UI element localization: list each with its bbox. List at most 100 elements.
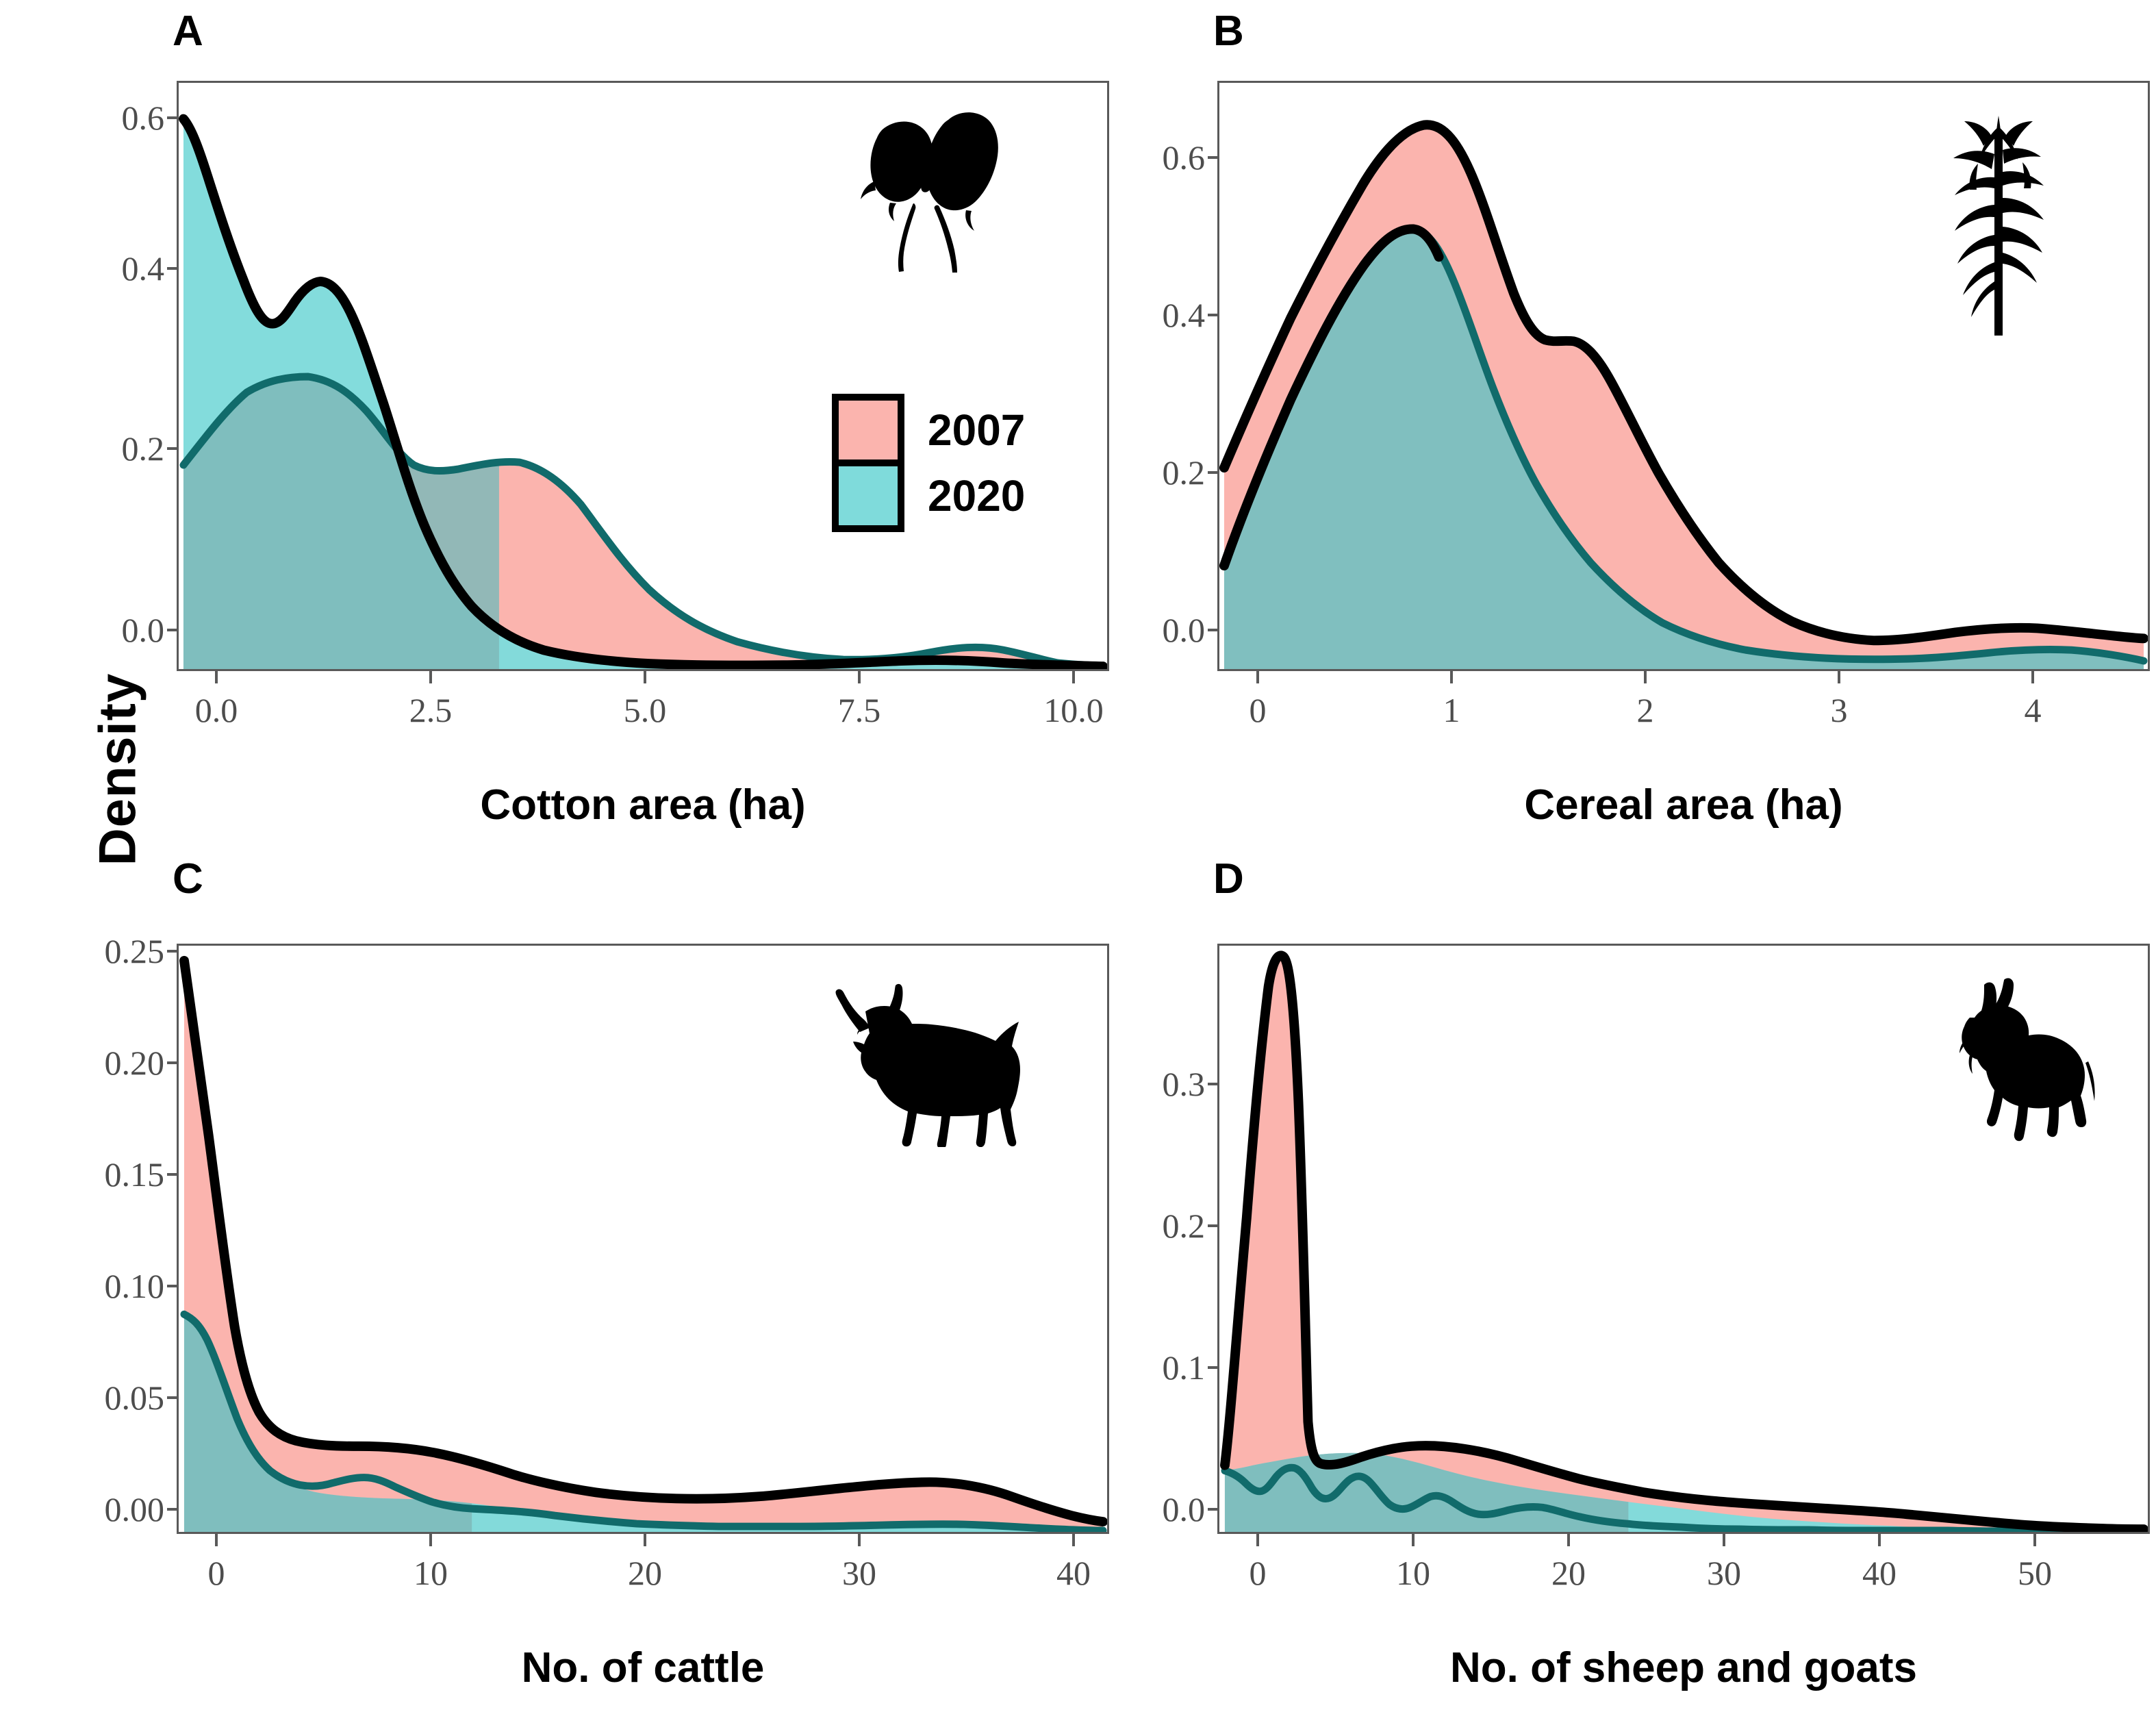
panel-a-xtick-mark-2 [644,671,646,683]
panel-a-xtick-2: 5.0 [623,691,667,729]
panel-d-ytick-mark-1 [1208,1366,1219,1369]
panel-b-density-svg [1219,120,2148,669]
panel-c-ytick-3: 0.15 [104,1155,165,1194]
legend-swatch-2007 [832,394,904,466]
cereal-plant-icon [1903,106,2095,339]
panel-b-ytick-mark-0 [1208,629,1219,631]
panel-a-ytick-mark-1 [167,447,178,450]
panel-c-curve-2020-teal [180,1310,1107,1532]
panel-a-density-svg [179,114,1107,669]
panel-b-xtick-mark-1 [1450,671,1453,683]
panel-b-xtick-mark-4 [2031,671,2034,683]
panel-d-density-svg [1219,950,2148,1532]
legend-label-2020: 2020 [928,471,1026,520]
panel-b-xtick-3: 3 [1830,691,1848,729]
panel-c-plot-area [177,944,1109,1534]
panel-b-xtick-4: 4 [2024,691,2042,729]
panel-a-ytick-mark-3 [167,116,178,119]
panel-b-curve-2020-top [1219,224,1444,571]
panel-b-xtick-0: 0 [1249,691,1267,729]
panel-d-area-overlap [1224,1452,1629,1532]
panel-a-area-overlap [183,376,499,669]
panel-c-ytick-mark-2 [167,1285,178,1287]
legend-item-2020[interactable]: 2020 [832,459,1025,532]
panel-b-ytick-1: 0.2 [1162,453,1206,492]
panel-c-ytick-mark-1 [167,1396,178,1399]
panel-a-curve-2020 [179,114,1107,669]
cattle-icon [794,976,1020,1147]
panel-a-xtick-mark-0 [215,671,218,683]
panel-d-xtick-mark-5 [2033,1534,2036,1546]
panel-b-xtick-2: 2 [1636,691,1654,729]
panel-b-x-axis-title: Cereal area (ha) [1524,781,1843,829]
panel-c-xtick-0: 0 [207,1554,225,1592]
panel-d-xtick-mark-4 [1878,1534,1881,1546]
panel-c-xtick-3: 30 [842,1554,876,1592]
panel-c-xtick-mark-4 [1072,1534,1075,1546]
panel-a-ytick-3: 0.6 [121,99,165,137]
panel-b-xtick-mark-0 [1256,671,1259,683]
panel-a-ytick-2: 0.4 [121,249,165,288]
panel-c-ytick-4: 0.20 [104,1044,165,1082]
panel-a-xtick-0: 0.0 [194,691,238,729]
panel-a-xtick-4: 10.0 [1043,691,1104,729]
panel-c-ytick-2: 0.10 [104,1267,165,1305]
panel-d-xtick-mark-0 [1256,1534,1259,1546]
panel-b-xtick-mark-3 [1838,671,1840,683]
panel-b-area-overlap [1223,229,2144,669]
panel-c-xtick-mark-0 [215,1534,218,1546]
legend-swatch-2020 [832,459,904,532]
panel-c-ytick-5: 0.25 [104,932,165,970]
panel-d-x-axis-title: No. of sheep and goats [1449,1644,1918,1691]
panel-a-curve-2020-teal [179,373,1107,669]
panel-c-xtick-mark-1 [429,1534,432,1546]
panel-c-ytick-mark-4 [167,1061,178,1064]
panel-c-xtick-4: 40 [1056,1554,1091,1592]
panel-d-ytick-mark-2 [1208,1224,1219,1227]
panel-b-xtick-1: 1 [1443,691,1460,729]
panel-a-xtick-mark-3 [858,671,861,683]
panel-b-ytick-0: 0.0 [1162,611,1206,649]
panel-b-ytick-mark-1 [1208,471,1219,474]
panel-c-ytick-1: 0.05 [104,1378,165,1417]
panel-d-ytick-mark-0 [1208,1508,1219,1511]
panel-a-xtick-3: 7.5 [837,691,881,729]
legend: 2007 2020 [832,394,1025,532]
legend-label-2007: 2007 [928,405,1026,455]
panel-a-ytick-mark-0 [167,629,178,631]
panel-a-ytick-mark-2 [167,267,178,270]
panel-d-xtick-5: 50 [2018,1554,2052,1592]
panel-d-letter: D [1213,855,1244,903]
panel-a-x-axis-title: Cotton area (ha) [480,781,806,829]
panel-c-ytick-mark-5 [167,950,178,953]
panel-c-ytick-mark-0 [167,1508,178,1511]
panel-a-xtick-1: 2.5 [409,691,453,729]
panel-a-letter: A [173,8,203,55]
panel-a-ytick-0: 0.0 [121,611,165,649]
panel-d-curve-2020-teal [1221,1463,2148,1532]
panel-d-xtick-3: 30 [1707,1554,1741,1592]
panel-d-ytick-0: 0.0 [1162,1490,1206,1528]
panel-d-xtick-mark-1 [1412,1534,1415,1546]
panel-d-ytick-2: 0.2 [1162,1207,1206,1245]
panel-c-xtick-2: 20 [628,1554,662,1592]
panel-c-ytick-0: 0.00 [104,1490,165,1528]
panel-c-ytick-mark-3 [167,1173,178,1176]
panel-b-ytick-mark-3 [1208,156,1219,159]
panel-c-x-axis-title: No. of cattle [521,1644,765,1691]
panel-c-letter: C [173,855,203,903]
panel-d-curve-2007 [1219,950,2148,1532]
panel-d-xtick-mark-3 [1723,1534,1725,1546]
legend-item-2007[interactable]: 2007 [832,394,1025,466]
panel-a-xtick-mark-4 [1072,671,1075,683]
y-axis-title: Density [88,672,147,866]
panel-b-letter: B [1213,8,1244,55]
panel-d-xtick-2: 20 [1551,1554,1586,1592]
panel-a-ytick-1: 0.2 [121,429,165,468]
panel-c-curve-2007 [179,955,1107,1527]
panel-b-ytick-mark-2 [1208,314,1219,316]
panel-b-ytick-3: 0.6 [1162,138,1206,177]
panel-c-xtick-1: 10 [414,1554,448,1592]
panel-d-xtick-mark-2 [1567,1534,1570,1546]
